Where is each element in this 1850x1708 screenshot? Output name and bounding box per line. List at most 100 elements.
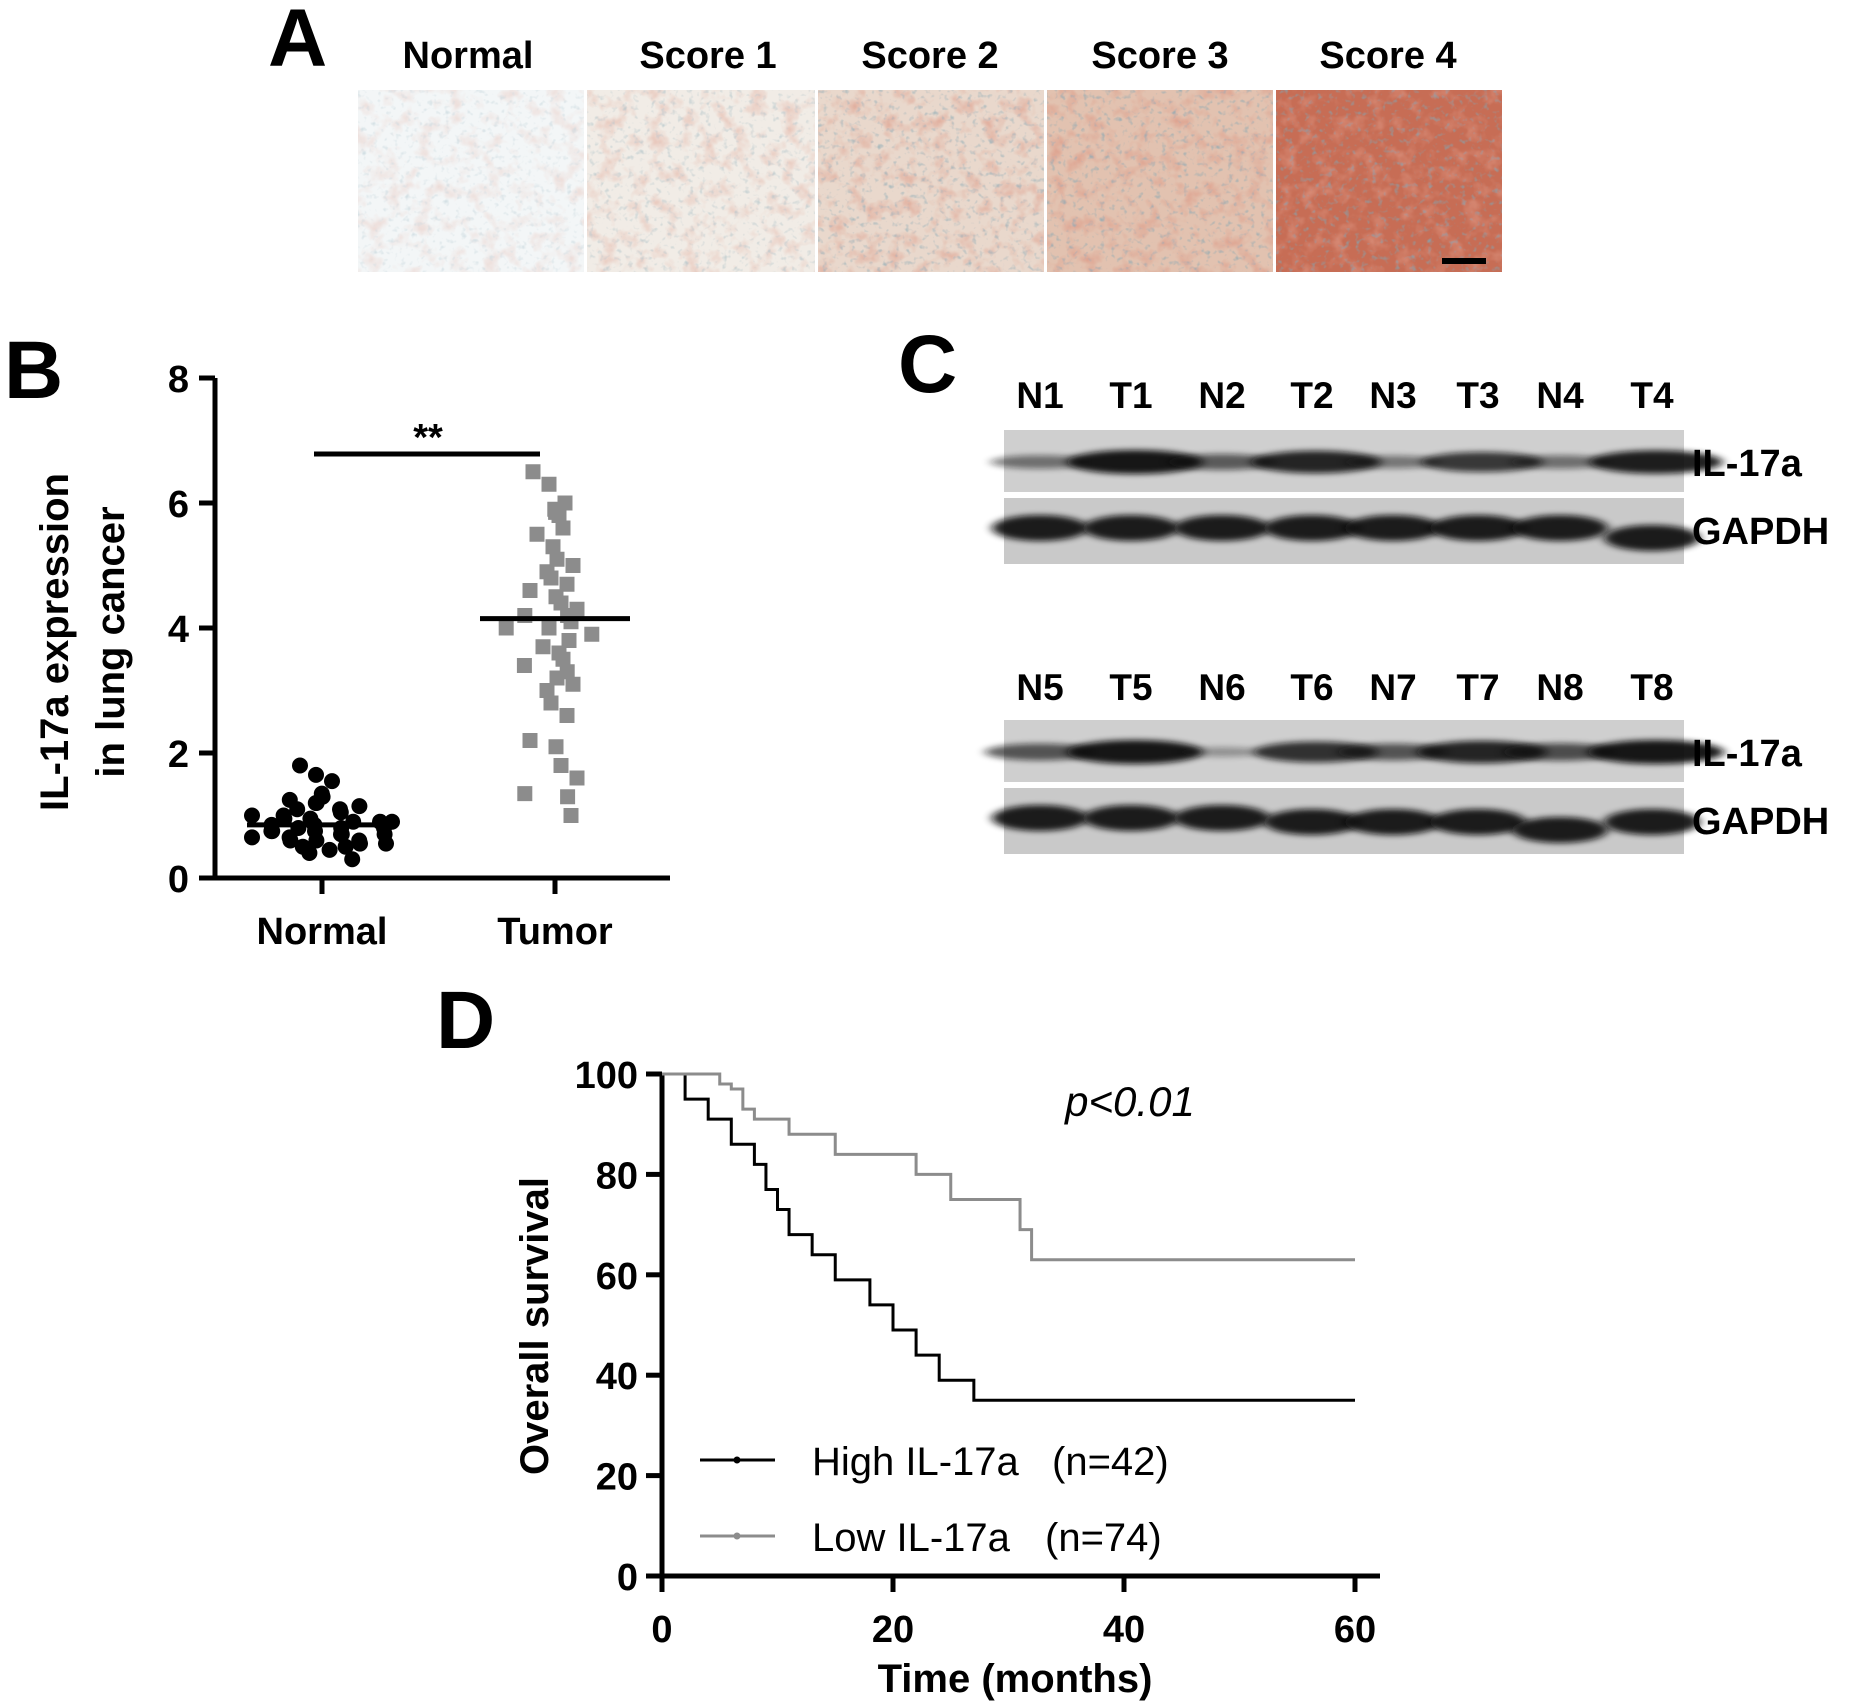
data-point-tumor — [529, 526, 545, 542]
lane-label-t2: T2 — [1290, 375, 1333, 416]
data-point-normal — [308, 832, 325, 849]
data-point-tumor — [553, 758, 569, 773]
band-il17a — [1503, 743, 1617, 761]
data-point-tumor — [555, 520, 571, 536]
lane-label-n4: N4 — [1536, 375, 1584, 416]
ihc-image-strip — [358, 90, 1502, 272]
y-tick-label: 40 — [596, 1356, 638, 1398]
data-point-tumor — [522, 733, 538, 748]
data-point-tumor — [559, 708, 575, 723]
data-point-tumor — [541, 620, 557, 636]
y-tick-label: 100 — [575, 1055, 638, 1097]
band-gapdh — [1430, 809, 1526, 835]
data-point-tumor — [584, 626, 600, 642]
ihc-header-score-4: Score 4 — [1319, 35, 1456, 77]
legend-name-low: Low IL-17a — [812, 1516, 1011, 1560]
panel-d-letter: D — [436, 975, 495, 1066]
x-tick-label: 0 — [651, 1609, 672, 1651]
lane-label-n5: N5 — [1016, 667, 1063, 708]
data-point-normal — [301, 845, 318, 861]
y-axis-title-line-2: in lung cancer — [89, 506, 133, 777]
data-point-tumor — [543, 570, 559, 586]
band-gapdh — [1430, 515, 1526, 541]
ihc-header-score-2: Score 2 — [861, 35, 998, 77]
data-point-normal — [332, 804, 349, 821]
x-tick-label: 60 — [1334, 1609, 1376, 1651]
y-tick-label: 20 — [596, 1457, 638, 1499]
legend-marker-low — [733, 1532, 741, 1540]
lane-label-t6: T6 — [1290, 667, 1333, 708]
lane-label-t4: T4 — [1630, 375, 1674, 416]
y-tick-label: 0 — [168, 859, 189, 901]
band-gapdh — [1083, 515, 1179, 541]
lane-label-t5: T5 — [1109, 667, 1152, 708]
data-point-normal — [344, 851, 361, 868]
y-axis-title: Overall survival — [513, 1177, 557, 1475]
data-point-tumor — [553, 595, 569, 611]
band-gapdh — [992, 805, 1088, 831]
x-axis-title: Time (months) — [878, 1657, 1153, 1701]
lane-label-n7: N7 — [1369, 667, 1416, 708]
data-point-tumor — [543, 695, 559, 711]
data-point-normal — [333, 826, 350, 843]
ihc-header-score-1: Score 1 — [639, 35, 776, 77]
band-il17a — [1337, 743, 1449, 761]
legend-name-high: High IL-17a — [812, 1440, 1020, 1484]
lane-label-n6: N6 — [1198, 667, 1245, 708]
band-il17a — [990, 455, 1090, 469]
x-tick-label: 20 — [872, 1609, 914, 1651]
data-point-tumor — [498, 620, 514, 636]
data-point-tumor — [535, 639, 551, 655]
data-point-tumor — [548, 739, 564, 755]
legend-n-low: (n=74) — [1045, 1516, 1162, 1560]
lane-label-t8: T8 — [1630, 667, 1673, 708]
p-value-annotation: p<0.01 — [1063, 1078, 1195, 1125]
scatter-plot: 0 2 4 6 8 Normal Tumor IL-17a expression in lung… — [33, 359, 670, 953]
legend-marker-high — [733, 1456, 741, 1464]
band-il17a — [1168, 454, 1276, 470]
band-gapdh — [1264, 809, 1360, 835]
data-point-tumor — [551, 508, 567, 523]
data-point-normal — [324, 773, 340, 790]
protein-label-gapdh: GAPDH — [1692, 801, 1829, 843]
data-point-tumor — [549, 670, 565, 686]
y-tick-label: 60 — [596, 1256, 638, 1298]
band-gapdh — [1345, 515, 1441, 541]
lane-label-t3: T3 — [1456, 375, 1499, 416]
data-point-normal — [244, 807, 260, 824]
data-point-tumor — [569, 770, 585, 786]
data-point-tumor — [525, 464, 541, 480]
protein-label-il17a: IL-17a — [1692, 443, 1803, 485]
significance-label: ** — [413, 417, 443, 459]
band-il17a — [1250, 450, 1382, 474]
lane-label-t1: T1 — [1109, 375, 1152, 416]
panel-a: A Normal Score 1 Score 2 Score 3 Score 4 — [268, 0, 1502, 272]
ihc-header-score-3: Score 3 — [1091, 35, 1228, 77]
ihc-image-score-2 — [818, 90, 1044, 272]
data-point-tumor — [561, 633, 577, 648]
data-point-tumor — [539, 683, 555, 698]
x-tick-label-tumor: Tumor — [497, 911, 613, 953]
data-point-tumor — [522, 583, 538, 598]
band-gapdh — [1512, 817, 1608, 843]
protein-label-gapdh: GAPDH — [1692, 511, 1829, 553]
ihc-headers: Normal Score 1 Score 2 Score 3 Score 4 — [403, 35, 1457, 77]
survival-curve-high — [662, 1072, 1355, 1402]
band-il17a — [1421, 452, 1543, 472]
data-point-tumor — [565, 558, 581, 573]
data-point-tumor — [516, 658, 532, 673]
data-point-tumor — [559, 576, 575, 592]
ihc-image-score-1 — [587, 90, 815, 272]
y-tick-label: 0 — [617, 1557, 638, 1599]
band-gapdh — [1264, 515, 1360, 541]
band-il17a — [1344, 455, 1442, 469]
y-tick-label: 8 — [168, 359, 189, 401]
survival-plot: 0 20 40 60 80 100 0 20 40 60 Time (months) Overall … — [513, 1055, 1380, 1701]
band-gapdh — [1512, 515, 1608, 541]
data-point-normal — [337, 838, 354, 855]
protein-label-il17a: IL-17a — [1692, 733, 1803, 775]
ihc-image-score-4 — [1276, 90, 1502, 272]
band-gapdh — [1604, 525, 1700, 551]
data-point-normal — [308, 795, 325, 811]
